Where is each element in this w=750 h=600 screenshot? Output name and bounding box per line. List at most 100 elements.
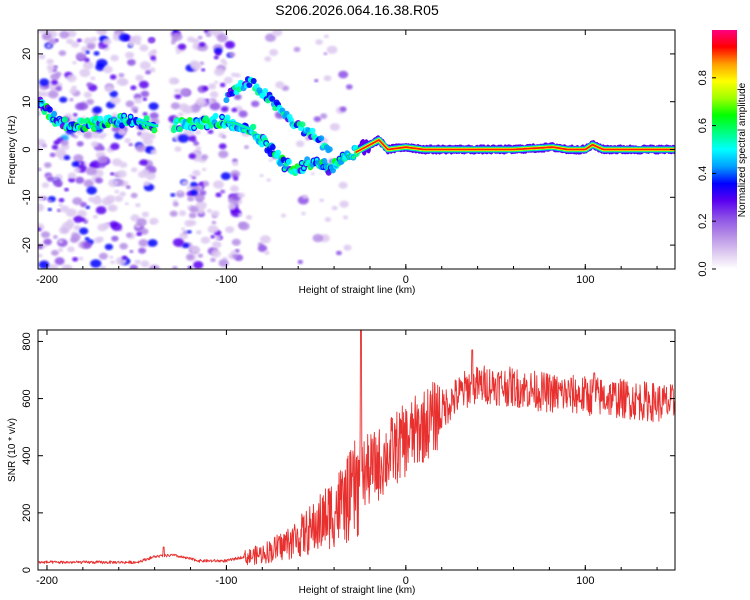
spectrogram-speckle-blob [41, 33, 52, 41]
spectrogram-x-tick-label: 0 [403, 274, 409, 286]
spectrogram-speckle-blob [73, 225, 81, 231]
spectrogram-speckle-blob [44, 162, 52, 169]
ridge-blob [97, 115, 104, 123]
spectrogram-speckle-blob [218, 259, 229, 268]
colorbar-tick-label: 0.6 [697, 118, 709, 133]
spectrogram-speckle-blob [214, 80, 219, 84]
spectrogram-speckle-blob [186, 254, 194, 260]
spectrogram-speckle-blob [174, 94, 182, 100]
spectrogram-speckle-blob [93, 51, 100, 56]
spectrogram-y-ticks: -20 -10 0 10 20 [21, 48, 675, 253]
spectrogram-speckle-blob [50, 86, 57, 92]
spectrogram-speckle-blob [55, 86, 62, 92]
spectrogram-speckle-blob [40, 231, 51, 239]
snr-y-tick-label: 800 [21, 332, 33, 350]
spectrogram-speckle-blob [197, 253, 204, 258]
spectrogram-speckle-blob [238, 222, 250, 231]
spectrogram-speckle-blob [214, 68, 225, 76]
spectrogram-speckle-blob [191, 175, 197, 180]
spectrogram-speckle-blob [216, 33, 228, 43]
spectrogram-speckle-blob [90, 76, 96, 81]
spectrogram-speckle-blob [225, 226, 235, 234]
spectrogram-speckle-blob [73, 167, 81, 173]
spectrogram-speckle-blob [148, 102, 159, 111]
ridge-core [199, 124, 204, 129]
spectrogram-speckle-blob [58, 203, 63, 207]
colorbar: 0.0 0.2 0.4 0.6 0.8 Normalized spectral ampl… [697, 30, 748, 277]
spectrogram-speckle-blob [326, 45, 338, 54]
spectrogram-speckle-blob [142, 112, 148, 116]
spectrogram-speckle-blob [109, 96, 121, 105]
ridge-band [355, 138, 675, 154]
spectrogram-speckle-blob [200, 236, 211, 244]
spectrogram-speckle-blob [238, 110, 248, 118]
spectrogram-speckle-blob [53, 65, 58, 69]
spectrogram-speckle-blob [140, 228, 149, 235]
spectrogram-speckle-blob [138, 239, 149, 247]
spectrogram-speckle-blob [111, 112, 118, 118]
spectrogram-speckle-blob [196, 208, 205, 215]
spectrogram-speckle-blob [172, 202, 179, 207]
upper-branch-blob [318, 135, 325, 142]
chart-title: S206.2026.064.16.38.R05 [275, 2, 439, 18]
spectrogram-speckle-blob [83, 179, 94, 188]
spectrogram-speckle-blob [117, 170, 127, 178]
spectrogram-speckle-blob [338, 70, 349, 79]
spectrogram-speckle-blob [71, 133, 76, 137]
spectrogram-speckle-blob [64, 187, 69, 192]
spectrogram-speckle-blob [187, 134, 197, 142]
spectrogram-speckle-blob [319, 198, 324, 203]
spectrogram-speckle-blob [138, 247, 147, 254]
spectrogram-speckle-blob [314, 79, 319, 83]
spectrogram-speckle-blob [169, 210, 178, 217]
spectrogram-speckle-blob [108, 179, 119, 188]
spectrogram-speckle-blob [130, 192, 138, 199]
spectrogram-speckle-blob [110, 260, 116, 265]
spectrogram-speckle-blob [85, 166, 97, 176]
spectrogram-speckle-blob [63, 155, 71, 161]
spectrogram-speckle-blob [46, 64, 56, 71]
spectrogram-speckle-blob [90, 259, 102, 268]
ridge-blob [269, 143, 276, 151]
spectrogram-speckle-blob [264, 250, 270, 255]
spectrogram-speckle-blob [109, 90, 118, 98]
spectrogram-speckle-blob [120, 78, 129, 86]
spectrogram-speckle-blob [173, 30, 178, 33]
spectrogram-speckle-blob [190, 189, 198, 196]
spectrogram-speckle-blob [220, 189, 226, 194]
spectrogram-speckle-blob [215, 51, 221, 56]
spectrogram-speckle-blob [251, 100, 260, 108]
spectrogram-speckle-blob [172, 266, 178, 269]
spectrogram-speckle-blob [73, 215, 83, 223]
spectrogram-speckle-blob [139, 61, 151, 70]
snr-plot-area [38, 330, 675, 570]
spectrogram-speckle-blob [233, 176, 239, 181]
spectrogram-speckle-blob [174, 146, 182, 152]
spectrogram-speckle-blob [83, 131, 93, 139]
spectrogram-speckle-blob [82, 241, 92, 249]
spectrogram-speckle-blob [77, 209, 87, 218]
spectrogram-speckle-blob [38, 167, 42, 172]
upper-branch-blob [326, 146, 333, 153]
spectrogram-speckle-blob [90, 36, 98, 42]
spectrogram-speckle-blob [201, 180, 210, 187]
spectrogram-speckle-blob [54, 71, 62, 77]
spectrogram-speckle-blob [38, 260, 50, 269]
spectrogram-speckle-blob [79, 68, 91, 78]
spectrogram-speckle-blob [46, 44, 52, 48]
spectrogram-speckle-blob [313, 116, 322, 122]
ridge-core [351, 155, 356, 160]
spectrogram-speckle-blob [194, 130, 201, 135]
spectrogram-speckle-blob [38, 53, 46, 60]
spectrogram-speckle-blob [208, 99, 214, 104]
spectrogram-speckle-blob [223, 76, 233, 84]
spectrogram-speckle-blob [148, 51, 157, 58]
spectrogram-x-tick-label: -100 [215, 274, 237, 286]
spectrogram-speckle-blob [47, 199, 52, 203]
spectrogram-speckle-blob [231, 107, 238, 113]
spectrogram-speckle-blob [54, 257, 65, 265]
spectrogram-speckle-blob [178, 210, 187, 217]
spectrogram-ridge [38, 76, 675, 177]
spectrogram-speckle-blob [231, 238, 241, 246]
spectrogram-speckle-blob [148, 38, 155, 44]
